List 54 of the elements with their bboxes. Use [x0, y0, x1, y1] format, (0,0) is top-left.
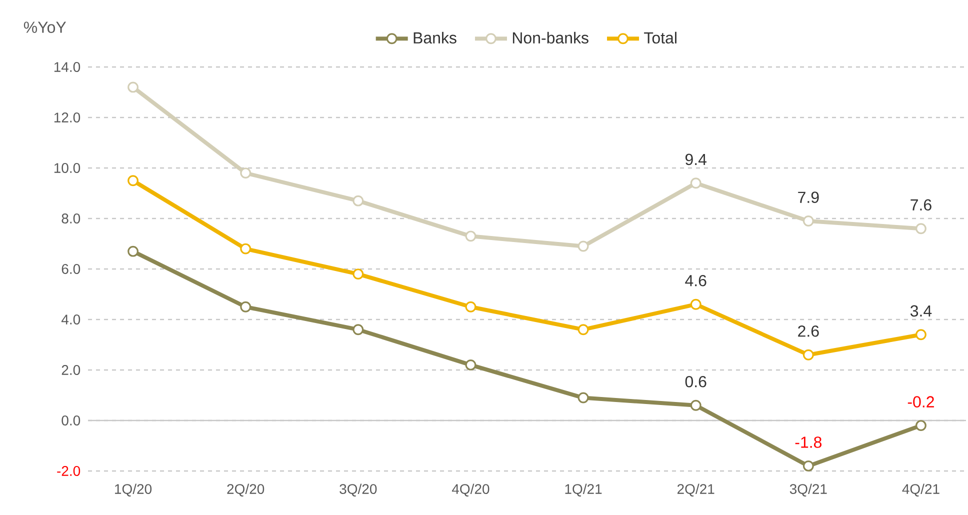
y-tick-label: 10.0: [54, 163, 80, 173]
y-tick-label: 0.0: [62, 416, 80, 426]
data-label: 4.6: [685, 274, 706, 286]
y-tick-label: 2.0: [62, 365, 80, 375]
point: [128, 246, 138, 257]
data-label: 2.6: [798, 325, 819, 337]
point: [352, 195, 364, 206]
point: [690, 178, 702, 189]
data-label: 0.6: [685, 376, 706, 388]
data-label: 9.4: [685, 154, 706, 166]
point: [916, 329, 926, 340]
point: [352, 268, 364, 280]
x-tick-label: 3Q/20: [340, 484, 377, 496]
point: [240, 168, 252, 179]
y-tick-label: 4.0: [61, 314, 80, 324]
x-tick-label: 3Q/21: [790, 484, 827, 496]
point: [690, 400, 702, 411]
point: [802, 349, 814, 360]
y-tick-label: 14.0: [54, 62, 80, 72]
point: [916, 420, 926, 432]
data-label: -1.8: [795, 436, 822, 448]
point: [465, 359, 476, 370]
data-label: 7.6: [910, 199, 932, 211]
x-tick-label: 1Q/20: [115, 484, 152, 496]
y-tick-label: 8.0: [62, 214, 80, 224]
point: [578, 324, 589, 336]
point: [916, 223, 926, 234]
point: [128, 82, 138, 93]
point: [578, 392, 589, 404]
x-tick-label: 4Q/21: [902, 484, 940, 496]
x-tick-label: 2Q/21: [677, 484, 714, 496]
data-label: -0.2: [908, 396, 934, 408]
x-tick-label: 1Q/21: [565, 484, 602, 496]
x-tick-label: 4Q/20: [452, 484, 490, 496]
point: [578, 240, 589, 252]
point: [690, 298, 702, 310]
point: [352, 324, 364, 336]
y-tick-label: 12.0: [54, 112, 80, 122]
point: [240, 243, 252, 254]
point: [465, 301, 476, 312]
point: [802, 460, 814, 472]
point: [802, 216, 814, 226]
point: [128, 175, 138, 186]
y-tick-label: 6.0: [62, 264, 80, 274]
legend-label: Non-banks: [512, 32, 588, 44]
legend-label: Banks: [414, 32, 456, 44]
data-label: 3.4: [910, 305, 932, 317]
x-tick-label: 2Q/20: [227, 484, 264, 496]
point: [240, 301, 252, 312]
legend-label: Total: [644, 32, 676, 44]
y-tick-label: -2.0: [57, 466, 80, 476]
point: [465, 230, 476, 242]
y-axis-title: %YoY: [24, 22, 66, 33]
data-label: 7.9: [798, 192, 819, 203]
